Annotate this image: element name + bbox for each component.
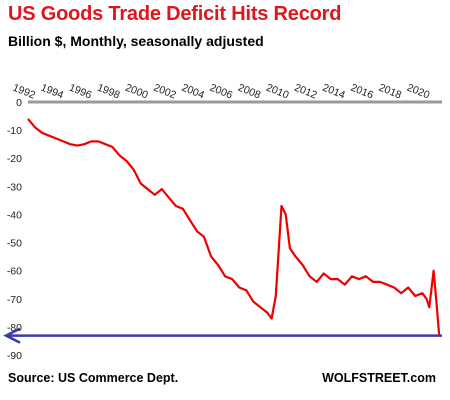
- x-tick-label: 2004: [180, 82, 206, 102]
- x-tick-label: 2012: [293, 82, 319, 102]
- y-tick-label: -70: [7, 294, 22, 306]
- x-tick-label: 1992: [11, 82, 37, 102]
- y-tick-label: -10: [7, 125, 22, 137]
- x-tick-label: 2000: [124, 82, 150, 102]
- x-axis: 1992 1994 1996 1998 2000 2002 2004 2006 2008 2010…: [11, 82, 432, 102]
- series-line: [27, 118, 441, 336]
- y-axis: 0 -10 -20 -30 -40 -50 -60 -70 -80 -90: [7, 97, 22, 362]
- y-tick-label: -80: [7, 322, 22, 334]
- x-tick-label: 1996: [67, 82, 93, 102]
- credit-label: WOLFSTREET.com: [322, 371, 436, 385]
- x-tick-label: 2008: [236, 82, 262, 102]
- x-tick-label: 2014: [321, 82, 347, 102]
- x-tick-label: 1994: [39, 82, 65, 102]
- x-tick-label: 2016: [349, 82, 375, 102]
- y-tick-label: -50: [7, 238, 22, 250]
- x-tick-label: 1998: [95, 82, 121, 102]
- x-tick-label: 2020: [405, 82, 431, 102]
- y-tick-label: -90: [7, 350, 22, 362]
- y-tick-label: -20: [7, 153, 22, 165]
- left-arrow-icon: [3, 327, 21, 344]
- chart-title: US Goods Trade Deficit Hits Record: [8, 3, 342, 25]
- x-tick-label: 2006: [208, 82, 234, 102]
- x-tick-label: 2002: [152, 82, 178, 102]
- source-note: Source: US Commerce Dept.: [8, 371, 179, 385]
- x-tick-label: 2010: [264, 82, 290, 102]
- chart-subtitle: Billion $, Monthly, seasonally adjusted: [8, 33, 264, 49]
- y-tick-label: -60: [7, 266, 22, 278]
- y-tick-label: -30: [7, 181, 22, 193]
- y-tick-label: -40: [7, 209, 22, 221]
- y-tick-label: 0: [16, 97, 22, 109]
- x-tick-label: 2018: [377, 82, 403, 102]
